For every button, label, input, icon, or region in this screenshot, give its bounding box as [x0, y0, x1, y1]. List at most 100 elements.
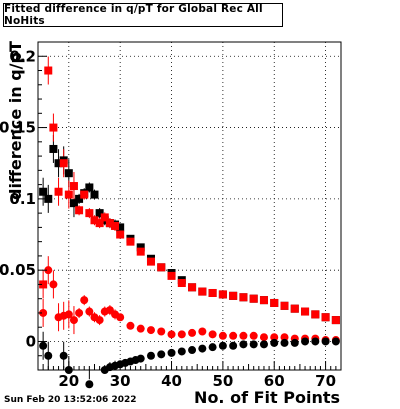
- data-point-square: [54, 159, 63, 168]
- data-point-square: [95, 219, 104, 228]
- data-point-square: [280, 301, 289, 310]
- y-tick-label: 0.05: [0, 261, 36, 279]
- data-point-circle: [290, 338, 299, 347]
- data-point-circle: [331, 337, 340, 346]
- x-tick-label: 50: [212, 372, 233, 390]
- data-point-circle: [64, 310, 73, 319]
- data-point-square: [229, 291, 238, 300]
- y-tick-label: 0.15: [0, 119, 36, 137]
- data-point-circle: [270, 333, 279, 342]
- data-point-square: [105, 219, 114, 228]
- data-point-square: [301, 307, 310, 316]
- data-point-square: [331, 316, 340, 325]
- data-point-square: [249, 294, 258, 303]
- data-point-square: [198, 287, 207, 296]
- data-point-circle: [80, 296, 89, 305]
- data-point-circle: [167, 348, 176, 357]
- x-tick-label: 40: [161, 372, 182, 390]
- data-point-circle: [85, 380, 94, 389]
- data-point-square: [239, 293, 248, 302]
- data-point-circle: [126, 321, 135, 330]
- data-point-square: [80, 190, 89, 199]
- data-point-square: [100, 213, 109, 222]
- data-point-circle: [280, 338, 289, 347]
- data-point-circle: [208, 343, 217, 352]
- y-tick-label: 0.1: [9, 190, 36, 208]
- data-point-square: [259, 296, 268, 305]
- data-point-circle: [136, 354, 145, 363]
- data-point-square: [85, 183, 94, 192]
- data-point-circle: [116, 313, 125, 322]
- data-point-circle: [280, 333, 289, 342]
- data-point-circle: [208, 330, 217, 339]
- data-point-square: [116, 230, 125, 239]
- x-tick-label: 60: [264, 372, 285, 390]
- data-point-circle: [249, 331, 258, 340]
- data-point-square: [157, 263, 166, 272]
- data-point-square: [75, 194, 84, 203]
- data-point-circle: [229, 331, 238, 340]
- data-point-circle: [85, 307, 94, 316]
- data-point-circle: [249, 340, 258, 349]
- data-point-circle: [49, 280, 58, 289]
- x-tick-label: 70: [315, 372, 336, 390]
- data-point-circle: [157, 350, 166, 359]
- data-point-circle: [146, 351, 155, 360]
- plot-frame: [37, 41, 342, 371]
- data-point-circle: [311, 337, 320, 346]
- data-point-square: [59, 159, 68, 168]
- data-point-square: [218, 290, 227, 299]
- data-point-circle: [188, 346, 197, 355]
- data-point-square: [167, 271, 176, 280]
- data-marks: [39, 66, 340, 389]
- data-point-circle: [239, 340, 248, 349]
- y-tick-label: 0.2: [9, 47, 36, 65]
- data-point-square: [69, 199, 78, 208]
- data-point-circle: [39, 308, 48, 317]
- data-point-square: [290, 304, 299, 313]
- data-point-square: [146, 257, 155, 266]
- axis-ticks: 20 30 40 50 60 70 0 0.05 0.1 0.15 0.2: [0, 41, 342, 390]
- data-point-square: [69, 182, 78, 191]
- data-point-circle: [198, 327, 207, 336]
- data-point-circle: [229, 341, 238, 350]
- data-point-square: [270, 298, 279, 307]
- data-point-circle: [270, 338, 279, 347]
- data-point-square: [136, 243, 145, 252]
- data-point-circle: [157, 327, 166, 336]
- data-point-circle: [321, 337, 330, 346]
- data-point-circle: [177, 330, 186, 339]
- data-point-circle: [39, 341, 48, 350]
- data-point-square: [44, 194, 53, 203]
- data-point-circle: [146, 326, 155, 335]
- data-point-square: [177, 279, 186, 288]
- data-point-circle: [167, 330, 176, 339]
- data-point-square: [90, 216, 99, 225]
- data-point-circle: [44, 351, 53, 360]
- x-tick-label: 30: [110, 372, 131, 390]
- data-point-square: [49, 123, 58, 132]
- data-point-square: [39, 280, 48, 289]
- data-point-square: [188, 283, 197, 292]
- data-point-circle: [259, 333, 268, 342]
- data-point-square: [95, 209, 104, 218]
- data-point-square: [208, 288, 217, 297]
- data-point-circle: [59, 351, 68, 360]
- data-point-circle: [177, 347, 186, 356]
- data-point-circle: [95, 316, 104, 325]
- data-point-circle: [136, 324, 145, 333]
- chart-grid: [38, 42, 341, 370]
- data-point-circle: [69, 316, 78, 325]
- data-point-circle: [75, 308, 84, 317]
- data-point-square: [64, 190, 73, 199]
- chart-title: Fitted difference in q/pT for Global Rec…: [3, 3, 283, 27]
- data-point-square: [54, 187, 63, 196]
- data-point-square: [75, 206, 84, 215]
- data-point-square: [321, 313, 330, 322]
- data-point-circle: [239, 331, 248, 340]
- data-point-square: [49, 144, 58, 153]
- data-point-circle: [218, 331, 227, 340]
- data-point-square: [90, 190, 99, 199]
- data-point-circle: [218, 341, 227, 350]
- data-point-square: [311, 310, 320, 319]
